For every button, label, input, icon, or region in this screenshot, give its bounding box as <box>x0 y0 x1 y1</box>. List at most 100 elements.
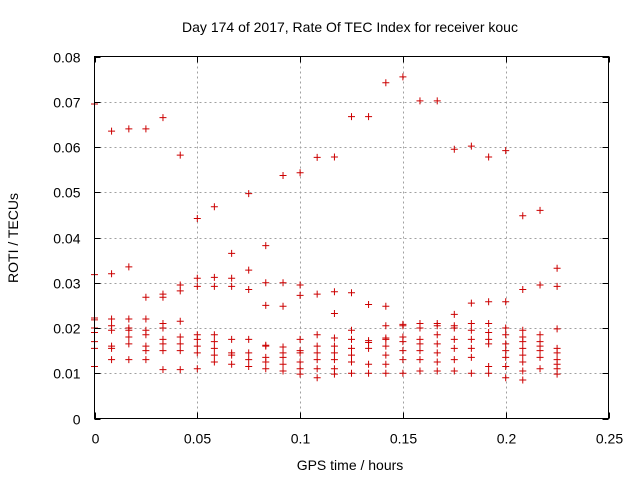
data-point <box>330 153 338 161</box>
data-point <box>467 344 475 352</box>
data-point <box>365 338 373 346</box>
data-point <box>193 365 201 373</box>
data-point <box>330 342 338 350</box>
data-point <box>485 369 493 377</box>
data-point <box>502 347 510 355</box>
x-tick-label: 0.05 <box>184 431 211 447</box>
data-point <box>399 347 407 355</box>
data-point <box>536 331 544 339</box>
data-point <box>228 282 236 290</box>
data-point <box>330 370 338 378</box>
data-point <box>262 365 270 373</box>
x-tick-label: 0.15 <box>390 431 417 447</box>
data-point <box>296 370 304 378</box>
data-point <box>142 356 150 364</box>
data-point <box>433 97 441 105</box>
x-tick-label: 0.1 <box>291 431 311 447</box>
data-point <box>210 282 218 290</box>
data-point <box>365 300 373 308</box>
data-point <box>485 340 493 348</box>
data-point <box>399 338 407 346</box>
data-point <box>245 286 253 294</box>
data-point <box>399 369 407 377</box>
data-point <box>245 266 253 274</box>
data-point <box>433 322 441 330</box>
y-tick-label: 0.03 <box>53 276 80 292</box>
data-point <box>348 358 355 366</box>
data-point <box>433 367 441 375</box>
data-point <box>485 319 493 327</box>
data-point <box>365 360 373 368</box>
data-point <box>467 369 475 377</box>
data-point <box>519 326 527 334</box>
y-tick-label: 0.07 <box>53 95 80 111</box>
y-tick-label: 0.02 <box>53 321 80 337</box>
y-tick-label: 0.08 <box>53 50 80 66</box>
data-point <box>142 347 150 355</box>
data-point <box>313 153 321 161</box>
data-point <box>210 273 218 281</box>
data-point <box>313 374 321 382</box>
x-axis-label: GPS time / hours <box>297 457 404 473</box>
data-point <box>245 356 253 364</box>
data-point <box>348 344 355 352</box>
data-point <box>502 374 510 382</box>
x-tick-label: 0 <box>92 431 100 447</box>
data-point <box>450 324 458 332</box>
data-point <box>228 360 236 368</box>
data-point <box>108 326 116 334</box>
data-point <box>536 365 544 373</box>
data-point <box>176 366 184 374</box>
data-point <box>485 329 493 337</box>
y-tick-label: 0 <box>73 412 81 428</box>
data-point <box>193 214 201 222</box>
data-point <box>279 360 287 368</box>
points-layer <box>91 73 561 384</box>
data-point <box>296 349 304 357</box>
data-point <box>159 324 167 332</box>
data-point <box>553 325 561 333</box>
data-point <box>330 310 338 318</box>
data-point <box>433 349 441 357</box>
data-point <box>399 356 407 364</box>
data-point <box>330 356 338 364</box>
data-point <box>193 335 201 343</box>
data-point <box>553 264 561 272</box>
data-point <box>382 360 390 368</box>
data-point <box>176 347 184 355</box>
data-point <box>313 342 321 350</box>
data-point <box>313 356 321 364</box>
data-point <box>365 113 373 121</box>
data-point <box>262 342 270 350</box>
data-point <box>365 369 373 377</box>
data-point <box>519 358 527 366</box>
data-point <box>176 340 184 348</box>
data-point <box>125 326 133 334</box>
data-point <box>125 315 133 323</box>
data-point <box>279 279 287 287</box>
data-point <box>382 335 390 343</box>
data-point <box>159 293 167 301</box>
data-point <box>142 125 150 133</box>
data-point <box>176 333 184 341</box>
data-point <box>245 349 253 357</box>
data-point <box>313 365 321 373</box>
data-point <box>262 279 270 287</box>
data-point <box>210 344 218 352</box>
x-tick-label: 0.25 <box>596 431 623 447</box>
data-point <box>210 331 218 339</box>
data-point <box>176 317 184 325</box>
data-point <box>296 291 304 299</box>
data-point <box>519 376 527 384</box>
data-point <box>159 366 167 374</box>
data-point <box>330 349 338 357</box>
data-point <box>193 282 201 290</box>
data-point <box>485 153 493 161</box>
data-point <box>296 358 304 366</box>
data-point <box>553 349 561 357</box>
data-point <box>125 340 133 348</box>
data-point <box>502 340 510 348</box>
data-point <box>159 340 167 348</box>
